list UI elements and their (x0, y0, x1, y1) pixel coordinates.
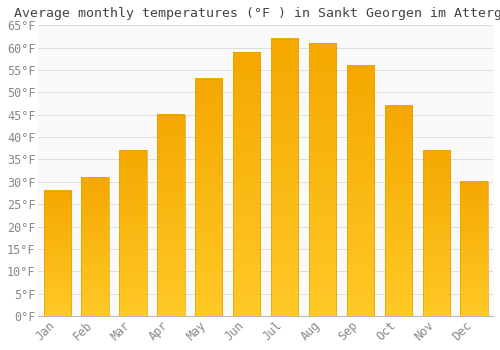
Bar (82, 177, 108, 316)
Bar (44, 191, 71, 316)
Bar (157, 115, 184, 316)
Bar (422, 150, 450, 316)
Bar (271, 39, 298, 316)
Bar (347, 65, 374, 316)
Bar (233, 52, 260, 316)
Bar (460, 182, 487, 316)
Bar (384, 106, 412, 316)
Bar (120, 150, 146, 316)
Title: Average monthly temperatures (°F ) in Sankt Georgen im Attergau: Average monthly temperatures (°F ) in Sa… (14, 7, 500, 20)
Bar (309, 43, 336, 316)
Bar (195, 79, 222, 316)
